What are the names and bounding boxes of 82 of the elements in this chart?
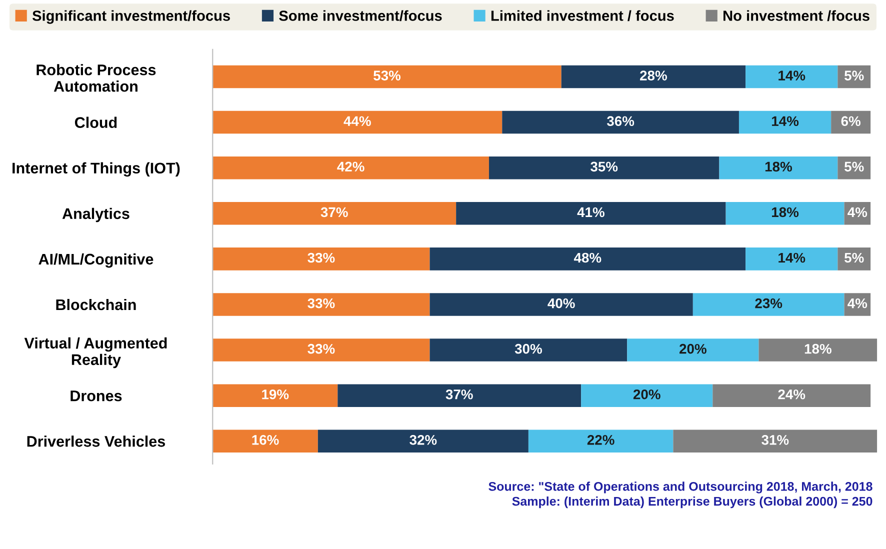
y-tick-label: Robotic Process Automation xyxy=(36,64,156,92)
bar xyxy=(581,384,713,407)
data-label: 40% xyxy=(548,298,575,308)
bar xyxy=(212,384,338,407)
bar xyxy=(838,248,871,270)
bar xyxy=(212,338,430,362)
bar xyxy=(212,65,562,88)
data-label: 5% xyxy=(844,252,864,263)
data-label: 53% xyxy=(374,70,401,80)
data-label: 42% xyxy=(337,162,364,172)
data-label: 48% xyxy=(574,252,602,263)
bar xyxy=(212,156,489,180)
bar xyxy=(719,156,838,180)
data-label: 4% xyxy=(848,298,868,308)
source-note: Source: "State of Operations and Outsourcing 2018, March, 2018 xyxy=(488,482,872,494)
data-label: 30% xyxy=(514,344,542,354)
data-label: 18% xyxy=(804,344,832,354)
bar xyxy=(528,430,674,453)
bar xyxy=(318,430,528,453)
data-label: 37% xyxy=(320,207,348,218)
bar xyxy=(738,110,832,134)
data-label: 28% xyxy=(640,70,667,80)
bar xyxy=(430,293,693,316)
y-tick-label: Driverless Vehicles xyxy=(27,436,165,447)
bar xyxy=(212,430,318,453)
bar xyxy=(746,65,838,88)
data-label: 6% xyxy=(841,116,860,126)
data-label: 19% xyxy=(262,389,289,400)
y-tick-label: Drones xyxy=(70,390,122,402)
bar xyxy=(212,248,430,270)
legend-label: No investment /focus xyxy=(724,10,870,22)
bar xyxy=(692,293,844,316)
bar xyxy=(212,110,502,134)
data-label: 5% xyxy=(844,162,864,172)
data-label: 36% xyxy=(606,116,634,126)
y-tick-label: Cloud xyxy=(74,116,117,128)
y-tick-label: AI/ML/Cognitive xyxy=(38,253,154,268)
data-label: 14% xyxy=(778,252,806,263)
data-label: 16% xyxy=(252,435,279,445)
data-label: 33% xyxy=(308,298,335,308)
data-label: 4% xyxy=(848,207,868,218)
data-label: 24% xyxy=(778,389,806,400)
data-label: 5% xyxy=(844,70,864,80)
bar xyxy=(502,110,739,134)
bar xyxy=(673,430,878,453)
data-label: 18% xyxy=(765,162,792,172)
bar xyxy=(338,384,582,407)
data-label: 35% xyxy=(590,162,618,172)
bar xyxy=(627,338,759,362)
data-label: 22% xyxy=(587,435,614,445)
bar xyxy=(212,202,456,225)
y-tick-label: Virtual / Augmented Reality xyxy=(24,337,167,368)
bar xyxy=(430,338,628,362)
bar xyxy=(456,202,726,225)
bar xyxy=(726,202,844,225)
bar xyxy=(488,156,720,180)
legend-label: Some investment/focus xyxy=(279,10,442,22)
y-tick-label: Blockchain xyxy=(56,298,136,310)
bar xyxy=(746,248,838,270)
legend-label: Significant investment/focus xyxy=(32,10,230,24)
data-label: 41% xyxy=(577,207,604,218)
data-label: 14% xyxy=(778,70,806,80)
legend-label: Limited investment / focus xyxy=(491,10,674,22)
bar xyxy=(561,65,746,88)
text: Sample: (Interim Data) Enterprise Buyers (Global 2000) = 250 xyxy=(512,496,872,508)
data-label: 18% xyxy=(772,207,799,218)
data-label: 44% xyxy=(344,116,371,126)
data-label: 20% xyxy=(680,344,706,354)
data-label: 14% xyxy=(772,116,799,126)
data-label: 37% xyxy=(446,389,473,400)
data-label: 23% xyxy=(755,298,782,308)
data-label: 31% xyxy=(762,435,789,445)
bar xyxy=(712,384,871,407)
bar xyxy=(430,248,746,270)
y-tick-label: Internet of Things (IOT) xyxy=(12,162,180,177)
bar xyxy=(212,293,430,316)
y-tick-label: Analytics xyxy=(62,208,130,222)
data-label: 20% xyxy=(633,389,660,400)
bar xyxy=(758,338,878,362)
data-label: 33% xyxy=(308,252,335,263)
data-label: 33% xyxy=(308,344,335,354)
data-label: 32% xyxy=(410,435,437,445)
